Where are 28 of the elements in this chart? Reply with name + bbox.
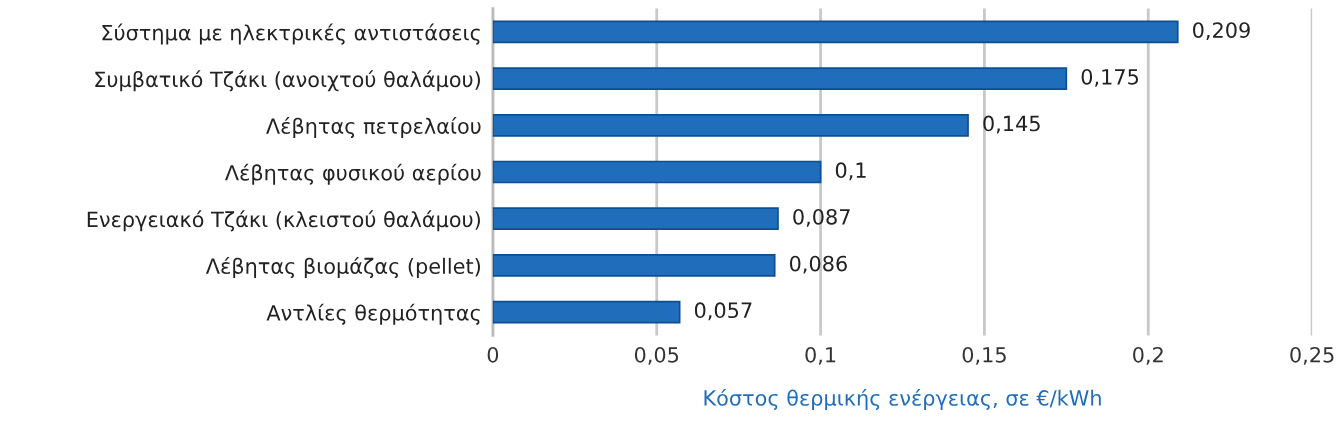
x-tick-label: 0,15: [962, 346, 1006, 365]
x-tick-label: 0,25: [1290, 346, 1334, 365]
y-tick-label: Συμβατικό Τζάκι (ανοιχτού θαλάμου): [95, 70, 480, 92]
bar: [492, 160, 822, 184]
y-tick-label: Λέβητας φυσικού αερίου: [224, 163, 481, 185]
bar: [492, 300, 681, 324]
bar: [492, 113, 969, 137]
data-label: 0,1: [835, 162, 866, 181]
data-label: 0,145: [983, 115, 1040, 134]
y-tick-label: Λέβητας βιομάζας (pellet): [205, 257, 480, 279]
y-tick-label: Ενεργειακό Τζάκι (κλειστού θαλάμου): [87, 210, 480, 232]
data-label: 0,087: [793, 208, 850, 227]
x-tick-label: 0,1: [805, 346, 836, 365]
bar: [492, 67, 1068, 90]
data-label: 0,086: [789, 255, 847, 274]
data-label: 0,209: [1193, 22, 1250, 41]
bar: [492, 20, 1179, 44]
x-axis-title: Κόστος θερμικής ενέργειας, σε €/kWh: [704, 388, 1101, 410]
data-label: 0,057: [694, 302, 752, 321]
x-tick-label: 0,05: [634, 346, 679, 365]
data-label: 0,175: [1081, 68, 1139, 87]
bar: [492, 207, 779, 231]
y-tick-label: Λέβητας πετρελαίου: [266, 116, 481, 139]
x-tick-label: 0: [487, 346, 499, 363]
y-tick-label: Αντλίες θερμότητας: [266, 303, 480, 325]
x-tick-label: 0,2: [1133, 346, 1163, 365]
bar: [492, 254, 776, 277]
y-tick-label: Σύστημα με ηλεκτρικές αντιστάσεις: [102, 23, 480, 45]
